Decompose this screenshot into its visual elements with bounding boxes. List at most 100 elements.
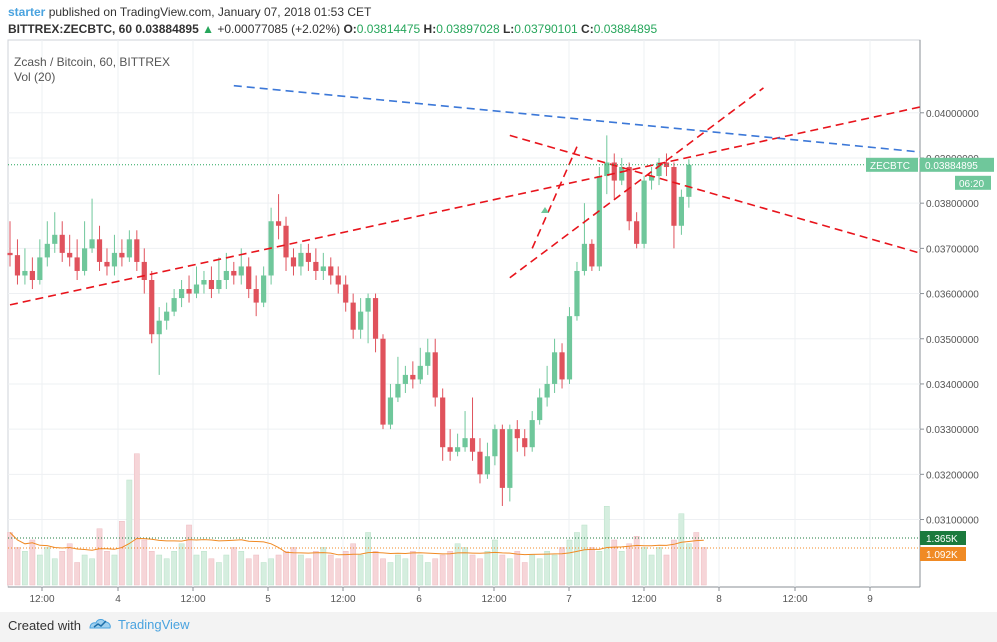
volume-bar xyxy=(171,551,177,586)
tradingview-brand[interactable]: TradingView xyxy=(88,616,190,632)
volume-bar xyxy=(432,558,439,586)
volume-bar xyxy=(104,551,110,586)
candle-body xyxy=(477,451,483,475)
vol-ma-text: 1.092K xyxy=(926,550,958,561)
candle-body xyxy=(492,429,498,457)
candle-body xyxy=(380,338,386,425)
volume-bar xyxy=(223,554,230,586)
y-tick-label: 0.03300000 xyxy=(926,425,979,436)
candle-body xyxy=(171,298,177,312)
candle-body xyxy=(156,320,162,335)
candle-body xyxy=(462,438,468,448)
candle-body xyxy=(432,352,438,398)
red-trendline[interactable] xyxy=(509,87,764,279)
red-trendline[interactable] xyxy=(9,104,935,306)
candle-body xyxy=(67,252,73,258)
volume-legend: Vol (20) xyxy=(14,70,55,84)
open-label: O: xyxy=(343,22,357,36)
published-text: published on TradingView.com, January 07… xyxy=(48,5,372,19)
volume-bar xyxy=(447,551,453,586)
candle-body xyxy=(253,289,259,303)
volume-bar xyxy=(536,558,543,586)
candle-body xyxy=(678,196,684,226)
red-trendline[interactable] xyxy=(509,134,935,257)
candle-body xyxy=(305,252,311,262)
candle-body xyxy=(164,311,170,321)
y-tick-label: 0.03700000 xyxy=(926,244,979,255)
volume-bar xyxy=(492,539,498,586)
volume-bar xyxy=(387,562,394,586)
candle-body xyxy=(261,275,267,303)
x-tick-label: 12:00 xyxy=(481,594,506,605)
trendlines[interactable] xyxy=(9,84,935,306)
volume-bar xyxy=(581,524,588,586)
volume-bar xyxy=(469,554,476,586)
candle-body xyxy=(238,266,244,276)
volume-bar xyxy=(596,551,603,586)
price-badge-text: 0.03884895 xyxy=(925,161,978,172)
volume-bar xyxy=(298,554,304,586)
candle-body xyxy=(559,352,565,380)
x-tick-label: 12:00 xyxy=(180,594,205,605)
volume-bar xyxy=(178,543,185,586)
grid xyxy=(7,39,921,588)
volume-bar xyxy=(342,551,349,586)
candle-body xyxy=(178,289,185,299)
vol-last-badge xyxy=(920,531,966,545)
volume-bar xyxy=(693,532,700,586)
candle-body xyxy=(581,243,588,271)
candle-body xyxy=(298,252,304,267)
candle-body xyxy=(44,243,50,258)
y-tick-label: 0.03200000 xyxy=(926,470,979,481)
candle-body xyxy=(641,180,647,244)
volume-bar xyxy=(514,551,521,586)
volume-bar xyxy=(678,513,685,586)
volume-bar xyxy=(66,543,73,586)
candle-body xyxy=(104,261,110,267)
volume-bar xyxy=(148,551,155,586)
ohlc-line: BITTREX:ZECBTC, 60 0.03884895 ▲ +0.00077… xyxy=(8,22,657,36)
vol-ma-badge xyxy=(920,547,966,561)
volume-bar xyxy=(574,532,580,586)
volume-bar xyxy=(439,554,446,586)
blue-trendline[interactable] xyxy=(233,84,935,154)
candle-body xyxy=(22,270,28,276)
volume-bar xyxy=(283,551,289,586)
candle-body xyxy=(529,420,535,448)
price-chart[interactable]: 0.040000000.039000000.038000000.03700000… xyxy=(0,0,997,612)
volume-bar xyxy=(686,543,692,586)
candle-body xyxy=(96,239,103,262)
candle-body xyxy=(82,248,88,271)
volume-bar xyxy=(36,554,43,586)
publish-line: starter published on TradingView.com, Ja… xyxy=(8,5,371,19)
volume-bar xyxy=(409,551,416,586)
volume-bar xyxy=(357,554,364,586)
volume-bar xyxy=(611,539,618,586)
volume-bar xyxy=(201,551,207,586)
volume-bar xyxy=(59,551,66,586)
footer: Created with TradingView xyxy=(0,612,997,642)
candle-body xyxy=(507,429,513,488)
publisher-name[interactable]: starter xyxy=(8,5,46,19)
candle-body xyxy=(223,270,229,280)
candle-body xyxy=(290,257,297,267)
volume-bar xyxy=(551,554,558,586)
volume-bar xyxy=(618,551,625,586)
created-with-label: Created with xyxy=(8,618,81,633)
candle-body xyxy=(335,275,341,285)
candle-body xyxy=(440,397,446,448)
red-trendline[interactable] xyxy=(531,146,578,249)
x-tick-label: 7 xyxy=(566,594,572,605)
volume-bar xyxy=(327,554,334,586)
candle-body xyxy=(283,225,289,258)
candle-body xyxy=(499,429,505,488)
candle-body xyxy=(634,221,640,244)
chart-title: Zcash / Bitcoin, 60, BITTREX xyxy=(14,55,170,69)
candle-body xyxy=(626,167,632,222)
candle-body xyxy=(89,239,95,249)
volume-bar xyxy=(454,543,461,586)
x-tick-label: 12:00 xyxy=(782,594,807,605)
volume-bar xyxy=(477,558,483,586)
candle-body xyxy=(350,302,356,330)
volume-bar xyxy=(521,562,528,586)
